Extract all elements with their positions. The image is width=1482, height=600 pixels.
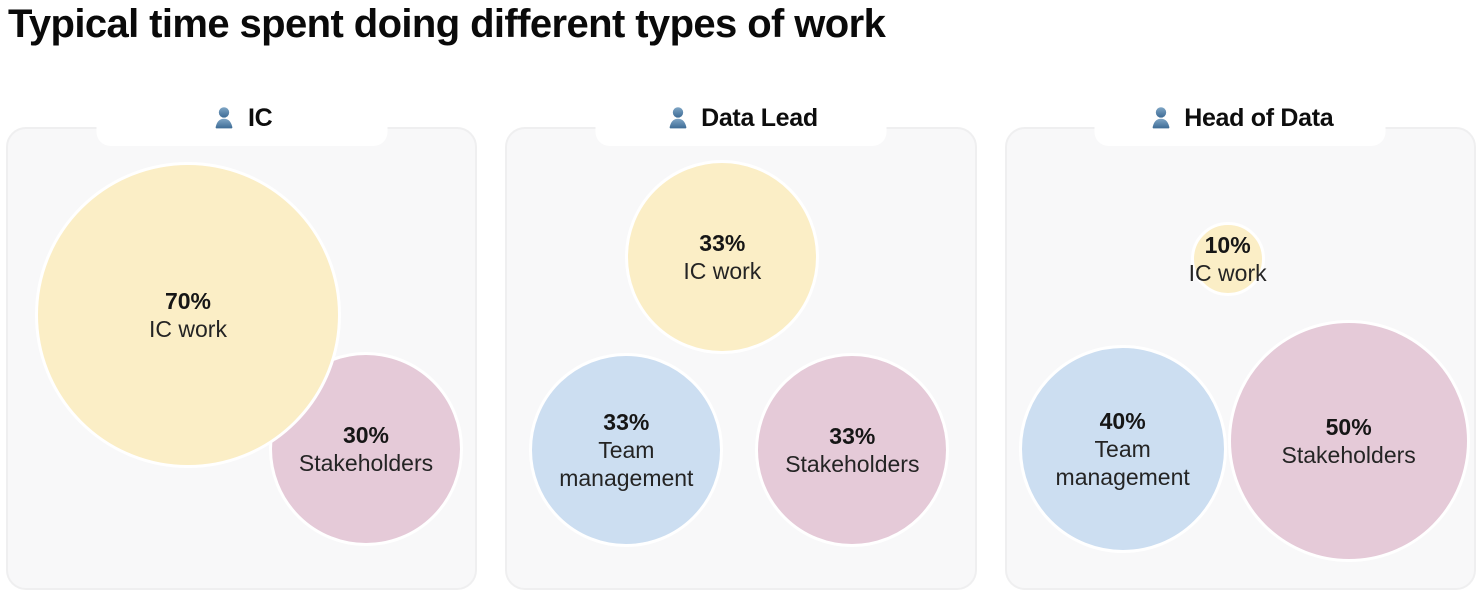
bubble-percent: 33% — [603, 409, 650, 435]
bubble-stakeholders: 33% Stakeholders — [755, 353, 950, 547]
bubble-category: Team management — [559, 437, 694, 491]
bubble-label: 70% IC work — [103, 287, 273, 343]
role-label: IC — [247, 103, 273, 132]
bubble-percent: 30% — [342, 422, 390, 448]
bubble-percent: 70% — [164, 288, 212, 314]
bubble-ic-work: 10% IC work — [1189, 222, 1267, 296]
bubble-label: 50% Stakeholders — [1254, 413, 1444, 469]
role-tab-data-lead: Data Lead — [595, 90, 887, 146]
bubble-category: IC work — [683, 258, 762, 284]
bubble-percent: 10% — [1204, 232, 1251, 258]
bubble-ic-work: 33% IC work — [625, 160, 820, 354]
bubble-team-management: 33% Team management — [529, 353, 724, 547]
bubble-category: Stakeholders — [785, 451, 920, 477]
role-label: Head of Data — [1184, 103, 1334, 132]
bubble-label: 33% Team management — [540, 408, 712, 492]
person-icon — [669, 106, 686, 128]
bubble-percent: 33% — [829, 423, 876, 449]
bubble-percent: 50% — [1325, 414, 1372, 440]
bubble-category: Stakeholders — [1281, 442, 1416, 468]
page-title: Typical time spent doing different types… — [8, 2, 886, 46]
bubble-category: IC work — [149, 316, 227, 342]
panel-ic: IC 70% IC work 30% Stakeholders — [6, 90, 478, 590]
bubble-team-management: 40% Team management — [1018, 345, 1227, 553]
person-icon — [216, 106, 233, 128]
role-label: Data Lead — [701, 103, 818, 132]
panel-data-lead: Data Lead 33% IC work 33% Team management 33%… — [505, 90, 977, 590]
bubble-category: IC work — [1188, 260, 1267, 286]
panel-head-of-data: Head of Data 10% IC work 40% Team management… — [1004, 90, 1476, 590]
role-tab-head-of-data: Head of Data — [1094, 90, 1386, 146]
bubble-label: 30% Stakeholders — [279, 421, 454, 477]
bubble-category: Team management — [1055, 436, 1190, 490]
bubble-percent: 40% — [1099, 408, 1146, 434]
person-icon — [1152, 106, 1170, 128]
bubble-percent: 33% — [699, 230, 746, 256]
role-tab-ic: IC — [96, 90, 388, 146]
bubble-label: 10% IC work — [1163, 231, 1293, 287]
bubble-label: 33% IC work — [647, 229, 797, 285]
bubble-label: 33% Stakeholders — [765, 422, 940, 478]
bubble-stakeholders: 50% Stakeholders — [1227, 320, 1470, 562]
bubble-category: Stakeholders — [298, 450, 434, 476]
role-panels: IC 70% IC work 30% Stakeholders Data Lead 33% I… — [6, 90, 1476, 590]
bubble-label: 40% Team management — [1033, 407, 1213, 491]
bubble-ic-work: 70% IC work — [35, 162, 341, 468]
